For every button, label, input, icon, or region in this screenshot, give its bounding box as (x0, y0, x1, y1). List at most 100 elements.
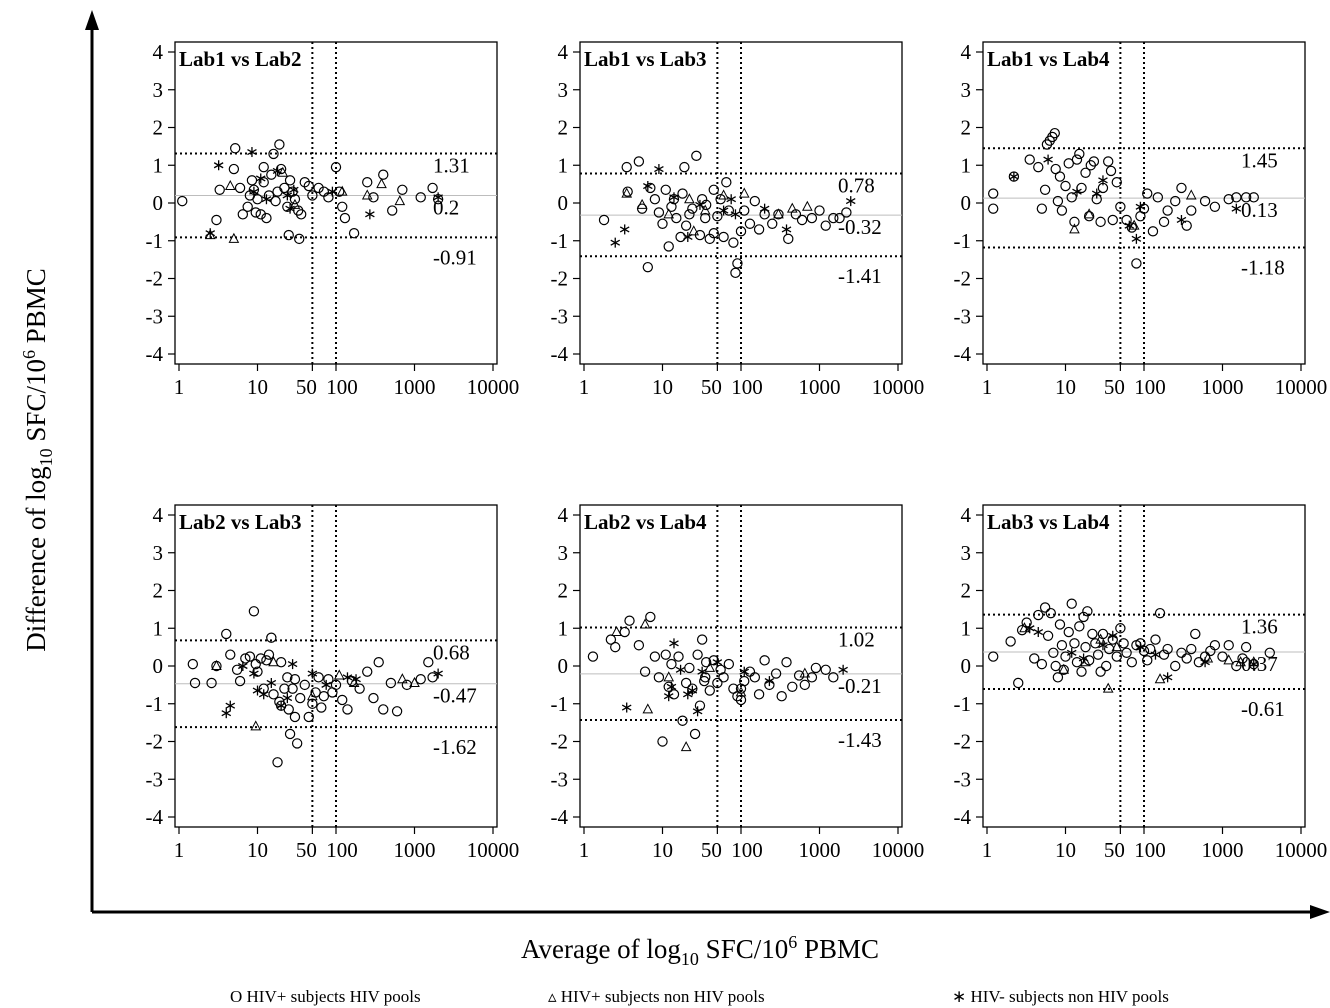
x-tick-label: 10 (247, 838, 268, 862)
data-point-circle (767, 218, 778, 229)
data-point-circle (268, 148, 279, 160)
data-point-circle (294, 233, 305, 245)
y-tick-label: 0 (558, 654, 569, 678)
x-tick-label: 1000 (394, 838, 436, 862)
x-tick-label: 100 (326, 375, 358, 399)
data-point-circle (263, 649, 275, 660)
data-point-star (1248, 659, 1259, 670)
data-point-circle (225, 649, 236, 660)
data-point-circle (279, 683, 290, 694)
data-point-circle (1181, 220, 1192, 231)
data-point-triangle (718, 189, 729, 200)
x-axis-arrowhead (1310, 905, 1330, 919)
data-point-circle (1126, 657, 1138, 668)
data-point-triangle (611, 625, 622, 637)
data-point-circle (712, 677, 723, 689)
data-point-circle (423, 657, 434, 668)
data-point-star (1231, 203, 1242, 214)
data-point-circle (1095, 666, 1106, 677)
lower-limit-label: -0.61 (1241, 697, 1285, 721)
data-point-star (276, 700, 286, 711)
data-point-triangle (1083, 208, 1095, 219)
data-point-circle (704, 685, 715, 696)
y-tick-label: 2 (961, 579, 972, 603)
data-point-star (764, 676, 775, 687)
data-point-circle (700, 199, 712, 211)
data-point-triangle (1058, 663, 1070, 674)
y-tick-label: -1 (551, 229, 569, 253)
data-point-circle (732, 258, 743, 269)
data-point-circle (1087, 628, 1098, 640)
data-point-circle (781, 657, 792, 668)
data-point-circle (368, 692, 379, 704)
y-tick-label: -4 (146, 342, 164, 366)
y-tick-label: 1 (558, 616, 569, 640)
data-point-circle (712, 211, 723, 222)
series-triangle (621, 187, 813, 236)
data-point-star (287, 659, 298, 670)
data-point-triangle (663, 671, 675, 682)
data-point-circle (307, 190, 318, 201)
legend-circle-entry: O HIV+ subjects HIV pools (230, 987, 421, 1006)
data-point-circle (261, 212, 272, 224)
data-point-circle (258, 161, 269, 173)
data-point-circle (689, 728, 701, 740)
data-point-circle (1063, 626, 1074, 638)
data-point-circle (1054, 171, 1066, 182)
data-point-circle (234, 182, 246, 194)
data-point-circle (1071, 657, 1083, 668)
data-point-star (669, 192, 679, 203)
y-axis-arrowhead (85, 10, 99, 30)
data-point-star (1107, 630, 1118, 641)
x-tick-label: 50 (1104, 375, 1125, 399)
data-point-circle (268, 689, 279, 700)
data-point-star (682, 231, 693, 242)
data-point-circle (342, 704, 353, 715)
series-star (610, 164, 856, 248)
data-point-star (1072, 186, 1082, 197)
y-tick-label: -1 (146, 692, 164, 716)
data-point-circle (624, 615, 635, 626)
data-point-circle (1074, 621, 1085, 632)
x-tick-label: 1000 (1202, 375, 1244, 399)
data-point-circle (187, 658, 199, 670)
data-point-circle (1154, 607, 1166, 619)
data-point-star (781, 224, 792, 235)
lower-limit-label: -1.18 (1241, 256, 1285, 280)
upper-limit-label: 0.68 (433, 640, 470, 664)
data-point-circle (715, 664, 726, 675)
x-tick-label: 100 (1134, 375, 1166, 399)
data-point-circle (730, 267, 741, 279)
data-point-circle (1223, 640, 1234, 651)
data-point-circle (841, 207, 852, 218)
data-point-circle (378, 704, 389, 715)
mean-difference-label: 0.37 (1241, 652, 1278, 676)
x-tick-label: 10 (247, 375, 268, 399)
data-point-circle (1186, 205, 1197, 216)
x-tick-label: 50 (1104, 838, 1125, 862)
data-point-star (642, 181, 653, 192)
data-point-circle (622, 186, 633, 197)
data-point-circle (1056, 640, 1068, 651)
data-point-circle (1103, 156, 1114, 167)
data-point-circle (266, 632, 277, 643)
data-point-star (282, 190, 293, 201)
data-point-star (1131, 233, 1142, 244)
data-point-circle (753, 224, 765, 235)
data-point-circle (639, 666, 651, 677)
data-point-circle (307, 698, 318, 709)
data-point-circle (834, 212, 845, 224)
series-triangle (204, 166, 406, 243)
data-point-circle (1078, 611, 1089, 623)
data-point-star (261, 194, 272, 205)
y-tick-label: 4 (153, 40, 164, 64)
data-point-triangle (684, 193, 695, 204)
data-point-star (285, 203, 295, 214)
data-point-circle (721, 177, 732, 188)
y-tick-label: -4 (146, 805, 164, 829)
data-point-star (1066, 647, 1077, 658)
data-point-star (321, 679, 332, 690)
data-point-star (342, 672, 353, 683)
data-point-circle (1190, 628, 1201, 640)
legend-star-entry: ∗ HIV- subjects non HIV pools (952, 987, 1169, 1006)
